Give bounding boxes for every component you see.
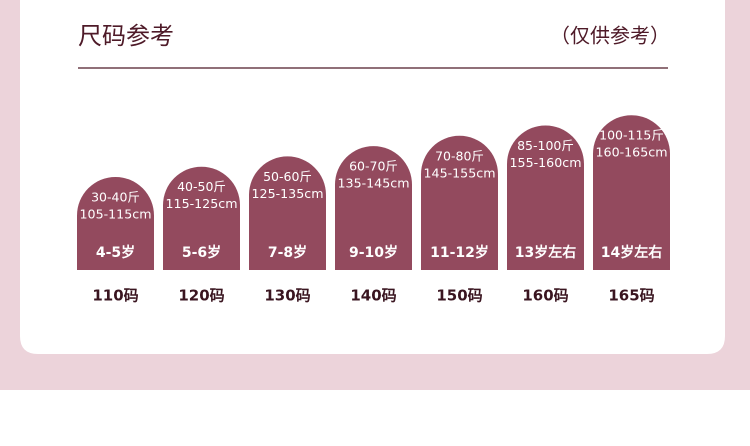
- height-range: 125-135cm: [252, 187, 324, 201]
- size-arch: [593, 115, 670, 270]
- weight-range: 100-115斤: [599, 128, 664, 143]
- size-label: 140码: [350, 287, 396, 305]
- size-label: 165码: [608, 287, 654, 305]
- age-range: 5-6岁: [182, 244, 221, 261]
- size-arch: [335, 146, 412, 270]
- weight-range: 85-100斤: [517, 138, 574, 153]
- height-range: 155-160cm: [510, 156, 582, 170]
- age-range: 14岁左右: [601, 244, 662, 261]
- size-arch: [507, 125, 584, 270]
- size-arch: [77, 177, 154, 270]
- height-range: 160-165cm: [596, 146, 668, 160]
- size-label: 150码: [436, 287, 482, 305]
- height-range: 115-125cm: [166, 197, 238, 211]
- age-range: 11-12岁: [430, 244, 489, 261]
- age-range: 9-10岁: [349, 244, 398, 261]
- size-arch: [421, 135, 498, 270]
- title: 尺码参考: [78, 22, 174, 50]
- weight-range: 50-60斤: [263, 169, 312, 184]
- age-range: 4-5岁: [96, 244, 135, 261]
- height-range: 105-115cm: [80, 208, 152, 222]
- size-label: 160码: [522, 287, 568, 305]
- size-arch: [163, 166, 240, 270]
- weight-range: 60-70斤: [349, 159, 398, 174]
- height-range: 145-155cm: [424, 166, 496, 180]
- white-bottom: [0, 390, 750, 446]
- weight-range: 40-50斤: [177, 179, 226, 194]
- height-range: 135-145cm: [338, 177, 410, 191]
- note: （仅供参考）: [550, 24, 670, 48]
- size-label: 130码: [264, 287, 310, 305]
- size-label: 120码: [178, 287, 224, 305]
- weight-range: 70-80斤: [435, 148, 484, 163]
- weight-range: 30-40斤: [91, 190, 140, 205]
- size-arch: [249, 156, 326, 270]
- size-items: 30-40斤 105-115cm 4-5岁 110码 40-50斤 115-125cm 5-…: [77, 115, 670, 305]
- age-range: 13岁左右: [515, 244, 576, 261]
- age-range: 7-8岁: [268, 244, 307, 261]
- size-label: 110码: [92, 287, 138, 305]
